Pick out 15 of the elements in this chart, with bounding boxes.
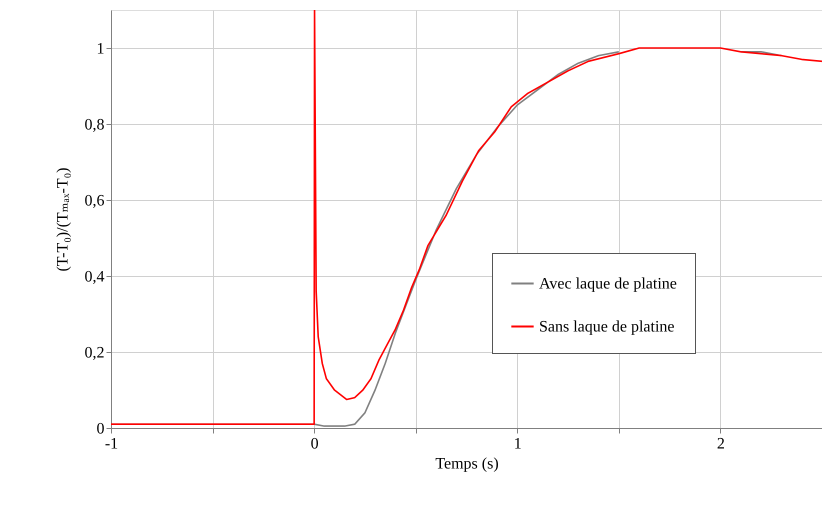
x-tick-label: -1 <box>104 436 118 452</box>
y-tick-label: 0,8 <box>84 116 104 134</box>
y-tick-label: 1 <box>96 40 104 58</box>
x-tick-label: 1 <box>514 436 522 452</box>
legend-label: Avec laque de platine <box>539 276 677 292</box>
y-tick-label: 0,4 <box>84 268 104 286</box>
legend-label: Sans laque de platine <box>539 318 675 336</box>
x-tick-label: 0 <box>310 436 319 452</box>
y-tick-label: 0 <box>96 420 104 438</box>
y-axis-title: (T-T₀)/(Tₘₐₓ-T₀) <box>54 167 72 272</box>
y-tick-label: 0,6 <box>84 192 104 210</box>
x-axis-title: Temps (s) <box>435 456 499 472</box>
y-tick-label: 0,2 <box>84 344 104 362</box>
line-series <box>111 10 822 425</box>
x-tick-label: 2 <box>716 436 725 452</box>
